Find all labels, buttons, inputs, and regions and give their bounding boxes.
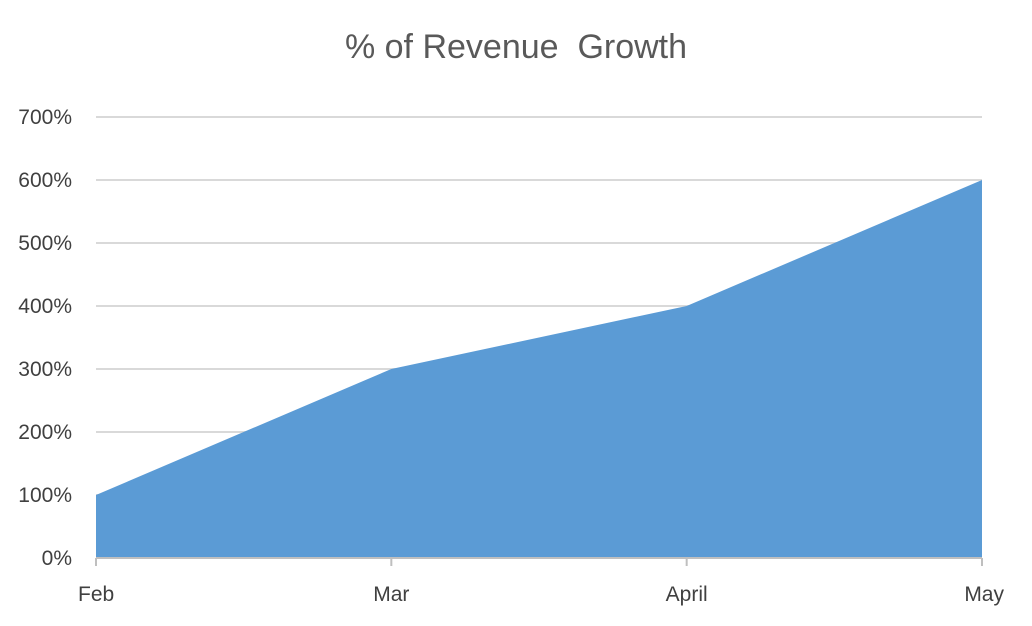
tick-labels: 0% 100% 200% 300% 400% 500% 600% 700% Feb Mar Apri… (18, 106, 1004, 606)
y-tick-label: 200% (18, 421, 72, 444)
x-axis (95, 557, 983, 566)
y-tick-label: 100% (18, 484, 72, 507)
chart-title: % of Revenue Growth (344, 28, 688, 66)
y-tick-label: 500% (18, 232, 72, 255)
x-tick-label: Mar (373, 583, 409, 606)
y-tick-label: 0% (42, 547, 72, 570)
x-tick-label: May (964, 583, 1004, 606)
area-series (96, 180, 982, 558)
x-tick-label: April (666, 583, 708, 606)
y-tick-label: 300% (18, 358, 72, 381)
x-tick-label: Feb (78, 583, 114, 606)
area-fill (96, 180, 982, 558)
y-tick-label: 400% (18, 295, 72, 318)
y-tick-label: 600% (18, 169, 72, 192)
y-tick-label: 700% (18, 106, 72, 129)
